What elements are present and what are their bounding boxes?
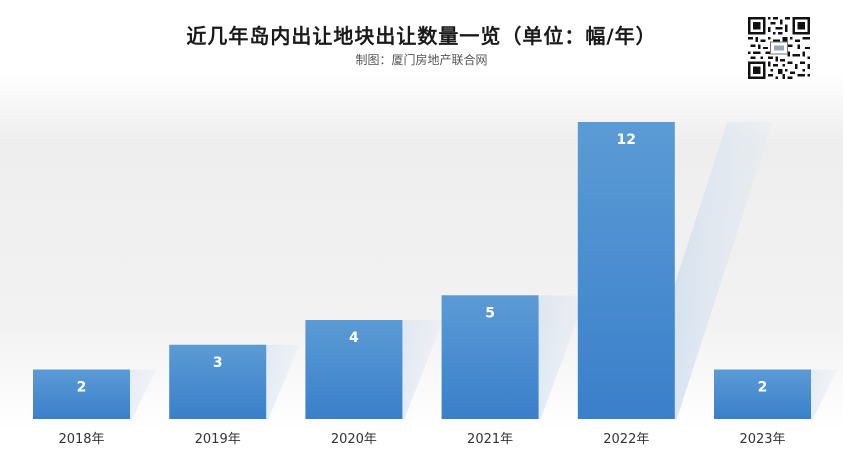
x-tick-label: 2023年 (739, 432, 785, 447)
x-tick-label: 2021年 (467, 432, 513, 447)
bar (441, 295, 539, 419)
bar (33, 369, 130, 419)
data-label: 4 (349, 330, 359, 346)
qr-code-icon (748, 17, 810, 79)
chart-title: 近几年岛内出让地块出让数量一览（单位：幅/年） (186, 24, 657, 48)
data-label: 2 (758, 380, 768, 396)
data-label: 12 (617, 132, 636, 148)
data-label: 5 (485, 305, 495, 321)
bar (714, 369, 811, 419)
chart-subtitle: 制图：厦门房地产联合网 (355, 53, 488, 67)
bar (577, 122, 675, 419)
x-axis-ticks: 2018年 2019年 2020年 2021年 2022年 2023年 (58, 432, 785, 447)
x-tick-label: 2018年 (58, 432, 104, 447)
bars-group (33, 122, 811, 419)
data-label: 2 (77, 380, 87, 396)
bar (169, 344, 267, 419)
data-label: 3 (213, 355, 223, 371)
bar (305, 320, 403, 419)
x-tick-label: 2020年 (331, 432, 377, 447)
x-tick-label: 2022年 (603, 432, 649, 447)
x-tick-label: 2019年 (195, 432, 241, 447)
data-labels-group: 2 3 4 5 12 2 (77, 132, 768, 396)
